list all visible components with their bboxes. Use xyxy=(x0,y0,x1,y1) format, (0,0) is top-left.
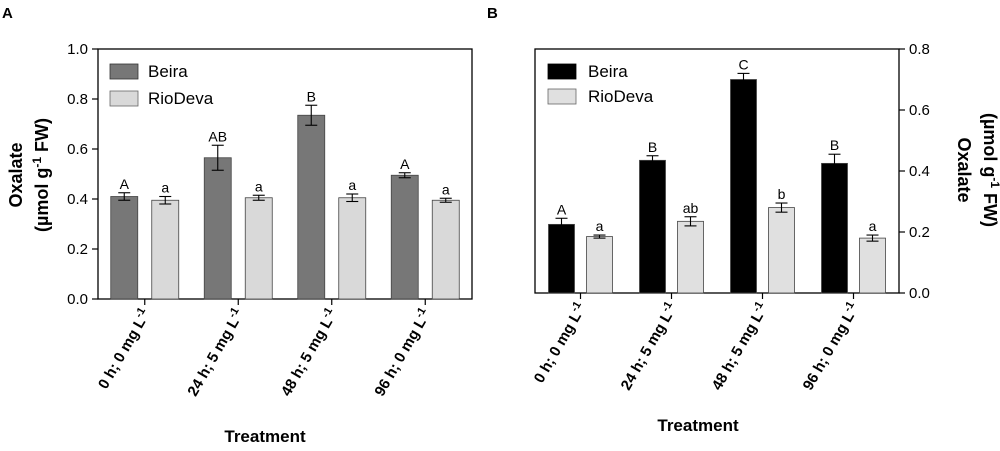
sig-letter-b-beira-3: B xyxy=(830,137,839,153)
panel-b: B Oxalate (µmol g-1 FW) 0.0 0.2 0.4 0.6 0.8 0… xyxy=(487,5,1000,435)
sig-letter-a-beira-0: A xyxy=(120,176,130,192)
legend-a: Beira RioDeva xyxy=(109,62,214,108)
y-axis-title-a-line2: (µmol g-1 FW) xyxy=(30,118,52,232)
marks-a: 0.0 0.2 0.4 0.6 0.8 1.0 0 h; 0 mg L-1 A a 24 h; 5… xyxy=(67,41,460,400)
bar-b-beira-0 xyxy=(548,223,575,294)
sig-letter-b-beira-0: A xyxy=(557,201,567,217)
sig-letter-a-riodeva-3: a xyxy=(442,181,450,197)
panel-a: A Oxalate (µmol g-1 FW) 0.0 0.2 0.4 0.6 0.8 1… xyxy=(2,5,473,446)
bar-a-riodeva-0 xyxy=(151,199,180,300)
y-tick-label-b-1: 0.2 xyxy=(909,224,930,241)
sig-letter-b-riodeva-0: a xyxy=(596,218,604,234)
sig-letter-a-riodeva-1: a xyxy=(255,178,263,194)
sig-letter-a-beira-2: B xyxy=(307,88,316,104)
sig-letter-b-beira-2: C xyxy=(738,56,748,72)
x-tick-label-b-0: 0 h; 0 mg L-1 xyxy=(529,300,590,387)
y-axis-title-b-line2: (µmol g-1 FW) xyxy=(980,113,1000,227)
sig-letter-a-beira-1: AB xyxy=(208,128,227,144)
bar-b-riodeva-0 xyxy=(586,236,613,294)
bar-a-beira-1 xyxy=(203,157,232,300)
y-axis-title-a-line1: Oxalate xyxy=(6,142,26,207)
x-tick-label-a-3: 96 h; 0 mg L-1 xyxy=(370,306,435,400)
y-tick-label-b-4: 0.8 xyxy=(909,41,930,58)
bar-a-beira-0 xyxy=(110,196,139,300)
legend-swatch-beira-a xyxy=(109,63,139,80)
sig-letter-a-riodeva-2: a xyxy=(348,177,356,193)
x-axis-title-a: Treatment xyxy=(224,427,306,446)
bar-a-riodeva-1 xyxy=(244,197,273,300)
y-tick-label-b-3: 0.6 xyxy=(909,102,930,119)
x-tick-label-b-1: 24 h; 5 mg L-1 xyxy=(616,300,681,394)
sig-letter-b-riodeva-2: b xyxy=(778,186,786,202)
legend-b: Beira RioDeva xyxy=(547,62,654,106)
x-axis-title-b: Treatment xyxy=(657,416,739,435)
bar-b-beira-2 xyxy=(730,79,757,294)
y-tick-label-a-0: 0.0 xyxy=(67,291,88,308)
bar-b-riodeva-2 xyxy=(768,207,795,294)
sig-letter-b-riodeva-3: a xyxy=(869,218,877,234)
legend-label-beira-b: Beira xyxy=(588,62,628,81)
bar-a-riodeva-2 xyxy=(338,197,367,300)
legend-swatch-beira-b xyxy=(547,63,577,80)
sig-letter-a-beira-3: A xyxy=(400,156,410,172)
panel-letter-a: A xyxy=(2,5,13,22)
y-tick-label-a-2: 0.4 xyxy=(67,191,88,208)
y-tick-label-a-1: 0.2 xyxy=(67,241,88,258)
sig-letter-a-riodeva-0: a xyxy=(161,180,169,196)
x-tick-label-b-2: 48 h; 5 mg L-1 xyxy=(707,300,772,394)
x-tick-label-a-1: 24 h; 5 mg L-1 xyxy=(183,306,248,400)
bar-a-riodeva-3 xyxy=(431,199,460,300)
x-tick-label-a-0: 0 h; 0 mg L-1 xyxy=(93,306,154,393)
y-tick-label-a-4: 0.8 xyxy=(67,91,88,108)
y-tick-label-a-3: 0.6 xyxy=(67,141,88,158)
bar-b-riodeva-1 xyxy=(677,220,704,294)
bar-b-beira-3 xyxy=(821,162,848,294)
y-tick-label-b-0: 0.0 xyxy=(909,285,930,302)
legend-label-beira-a: Beira xyxy=(148,62,188,81)
legend-label-riodeva-a: RioDeva xyxy=(148,89,214,108)
bar-a-beira-3 xyxy=(390,174,419,300)
sig-letter-b-beira-1: B xyxy=(648,139,657,155)
y-tick-label-b-2: 0.4 xyxy=(909,163,930,180)
y-axis-title-b-line1: Oxalate xyxy=(954,137,974,202)
legend-label-riodeva-b: RioDeva xyxy=(588,87,654,106)
legend-swatch-riodeva-b xyxy=(547,88,577,105)
y-tick-label-a-5: 1.0 xyxy=(67,41,88,58)
x-tick-label-b-3: 96 h; 0 mg L-1 xyxy=(798,300,863,394)
bar-a-beira-2 xyxy=(297,114,326,300)
panel-letter-b: B xyxy=(487,5,498,22)
legend-swatch-riodeva-a xyxy=(109,90,139,107)
x-tick-label-a-2: 48 h; 5 mg L-1 xyxy=(276,306,341,400)
bar-b-riodeva-3 xyxy=(859,237,886,294)
sig-letter-b-riodeva-1: ab xyxy=(683,200,699,216)
bar-b-beira-1 xyxy=(639,159,666,294)
plot-frame-a xyxy=(97,48,473,300)
